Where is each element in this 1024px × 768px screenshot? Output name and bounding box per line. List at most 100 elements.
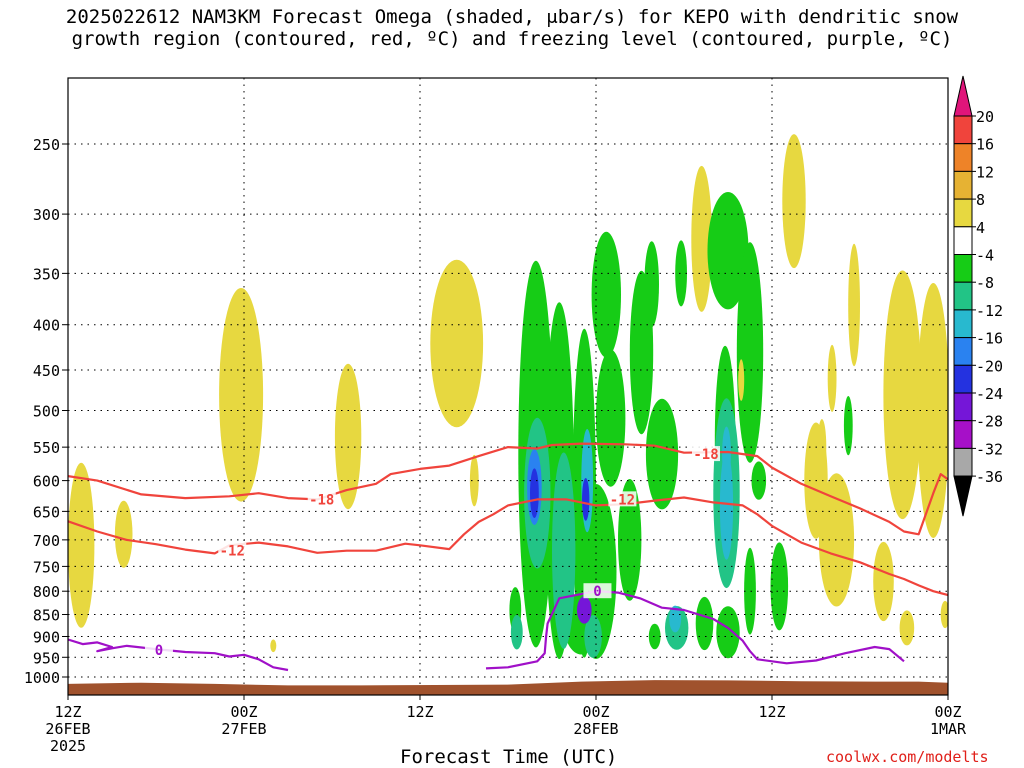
x-tick-label: 26FEB — [45, 720, 90, 738]
colorbar-label: 16 — [976, 136, 994, 154]
y-tick-label: 650 — [33, 503, 60, 521]
freezing-level-contour — [68, 638, 289, 672]
colorbar-band — [953, 115, 973, 145]
omega-region — [530, 468, 539, 518]
contour-label: -18 — [309, 492, 334, 508]
colorbar-band — [953, 420, 973, 449]
omega-region — [940, 600, 948, 629]
isotherm-contour — [68, 442, 948, 536]
omega-region — [695, 596, 714, 651]
x-tick-label: 2025 — [50, 737, 86, 755]
omega-region — [675, 240, 687, 307]
omega-region — [648, 623, 661, 650]
contour-label-bg — [692, 446, 720, 462]
colorbar-band — [953, 309, 973, 339]
colorbar: 20 16 12 8 4 -4 -8 -12 -16 -20 -24 -28 -32 -36 — [953, 75, 1003, 517]
contour-lines: -12 -18 -18 -12 0 0 — [68, 442, 948, 672]
colorbar-label: 12 — [976, 163, 994, 181]
omega-region — [827, 344, 837, 412]
y-tick-label: 850 — [33, 607, 60, 625]
x-tick-label: 00Z — [934, 703, 961, 721]
grid-lines — [67, 78, 949, 695]
contour-label-bg — [144, 641, 173, 657]
colorbar-label: -8 — [976, 274, 994, 292]
colorbar-label: -16 — [976, 330, 1003, 348]
omega-region — [270, 639, 277, 653]
omega-region — [219, 288, 264, 502]
x-tick-label: 28FEB — [573, 720, 618, 738]
colorbar-label: 20 — [976, 108, 994, 126]
colorbar-label: -36 — [976, 468, 1003, 486]
y-tick-label: 750 — [33, 558, 60, 576]
y-tick-label: 700 — [33, 532, 60, 550]
omega-region — [577, 596, 592, 624]
omega-region — [584, 615, 602, 658]
x-tick-label: 12Z — [758, 703, 785, 721]
y-tick-label: 500 — [33, 403, 60, 421]
omega-region — [334, 363, 362, 510]
x-tick-label: 27FEB — [221, 720, 266, 738]
colorbar-band — [953, 392, 973, 422]
y-tick-label: 450 — [33, 362, 60, 380]
chart-title-line2: growth region (contoured, red, ºC) and f… — [71, 28, 953, 50]
contour-label-bg — [218, 542, 247, 558]
contour-label: -12 — [610, 492, 635, 508]
colorbar-band — [953, 281, 973, 311]
y-tick-label: 800 — [33, 583, 60, 601]
omega-region — [645, 398, 679, 510]
omega-region — [618, 479, 642, 601]
omega-region — [818, 473, 855, 607]
omega-region — [817, 419, 827, 476]
y-tick-label: 400 — [33, 317, 60, 335]
y-tick-label: 300 — [33, 206, 60, 224]
omega-region — [582, 478, 590, 521]
colorbar-top-arrow — [953, 75, 973, 117]
colorbar-bottom-arrow — [953, 475, 973, 517]
chart-title: 2025022612 NAM3KM Forecast Omega (shaded… — [0, 6, 1024, 50]
colorbar-label: -28 — [976, 413, 1003, 431]
contour-label: 0 — [155, 643, 163, 659]
x-tick-label: 00Z — [582, 703, 609, 721]
omega-region — [738, 359, 745, 401]
colorbar-band — [953, 198, 973, 228]
credit-link[interactable]: coolwx.com/modelts — [826, 748, 989, 766]
omega-region — [782, 134, 806, 269]
colorbar-label: -4 — [976, 247, 994, 265]
omega-region — [873, 541, 894, 622]
colorbar-label: 4 — [976, 219, 985, 237]
y-tick-label: 1000 — [24, 669, 60, 687]
colorbar-band — [953, 337, 973, 366]
omega-region — [770, 542, 789, 631]
contour-label-bg — [307, 491, 336, 507]
omega-region — [719, 451, 734, 560]
colorbar-band — [953, 254, 973, 283]
colorbar-label: -32 — [976, 440, 1003, 458]
x-tick-label: 00Z — [230, 703, 257, 721]
y-axis: 250 300 350 400 450 500 550 600 650 700 750 800 850 9… — [24, 136, 68, 687]
y-tick-label: 600 — [33, 473, 60, 491]
omega-region — [848, 243, 860, 367]
omega-region — [68, 462, 95, 628]
ground-surface — [68, 680, 948, 695]
chart-title-line1: 2025022612 NAM3KM Forecast Omega (shaded… — [65, 6, 959, 28]
omega-region — [744, 547, 756, 635]
omega-region — [596, 349, 626, 487]
plot-frame — [67, 77, 949, 696]
omega-region — [843, 396, 853, 456]
colorbar-label: -20 — [976, 357, 1003, 375]
colorbar-band — [953, 143, 973, 172]
omega-region — [644, 241, 659, 328]
colorbar-label: -12 — [976, 302, 1003, 320]
colorbar-band — [953, 170, 973, 200]
colorbar-band — [953, 226, 973, 256]
y-tick-label: 900 — [33, 628, 60, 646]
x-tick-label: 12Z — [406, 703, 433, 721]
x-axis-title: Forecast Time (UTC) — [400, 746, 618, 768]
omega-region — [716, 606, 740, 659]
colorbar-label: 8 — [976, 191, 985, 209]
contour-label-bg — [583, 583, 612, 599]
contour-label: 0 — [593, 584, 601, 600]
omega-region — [469, 454, 479, 507]
